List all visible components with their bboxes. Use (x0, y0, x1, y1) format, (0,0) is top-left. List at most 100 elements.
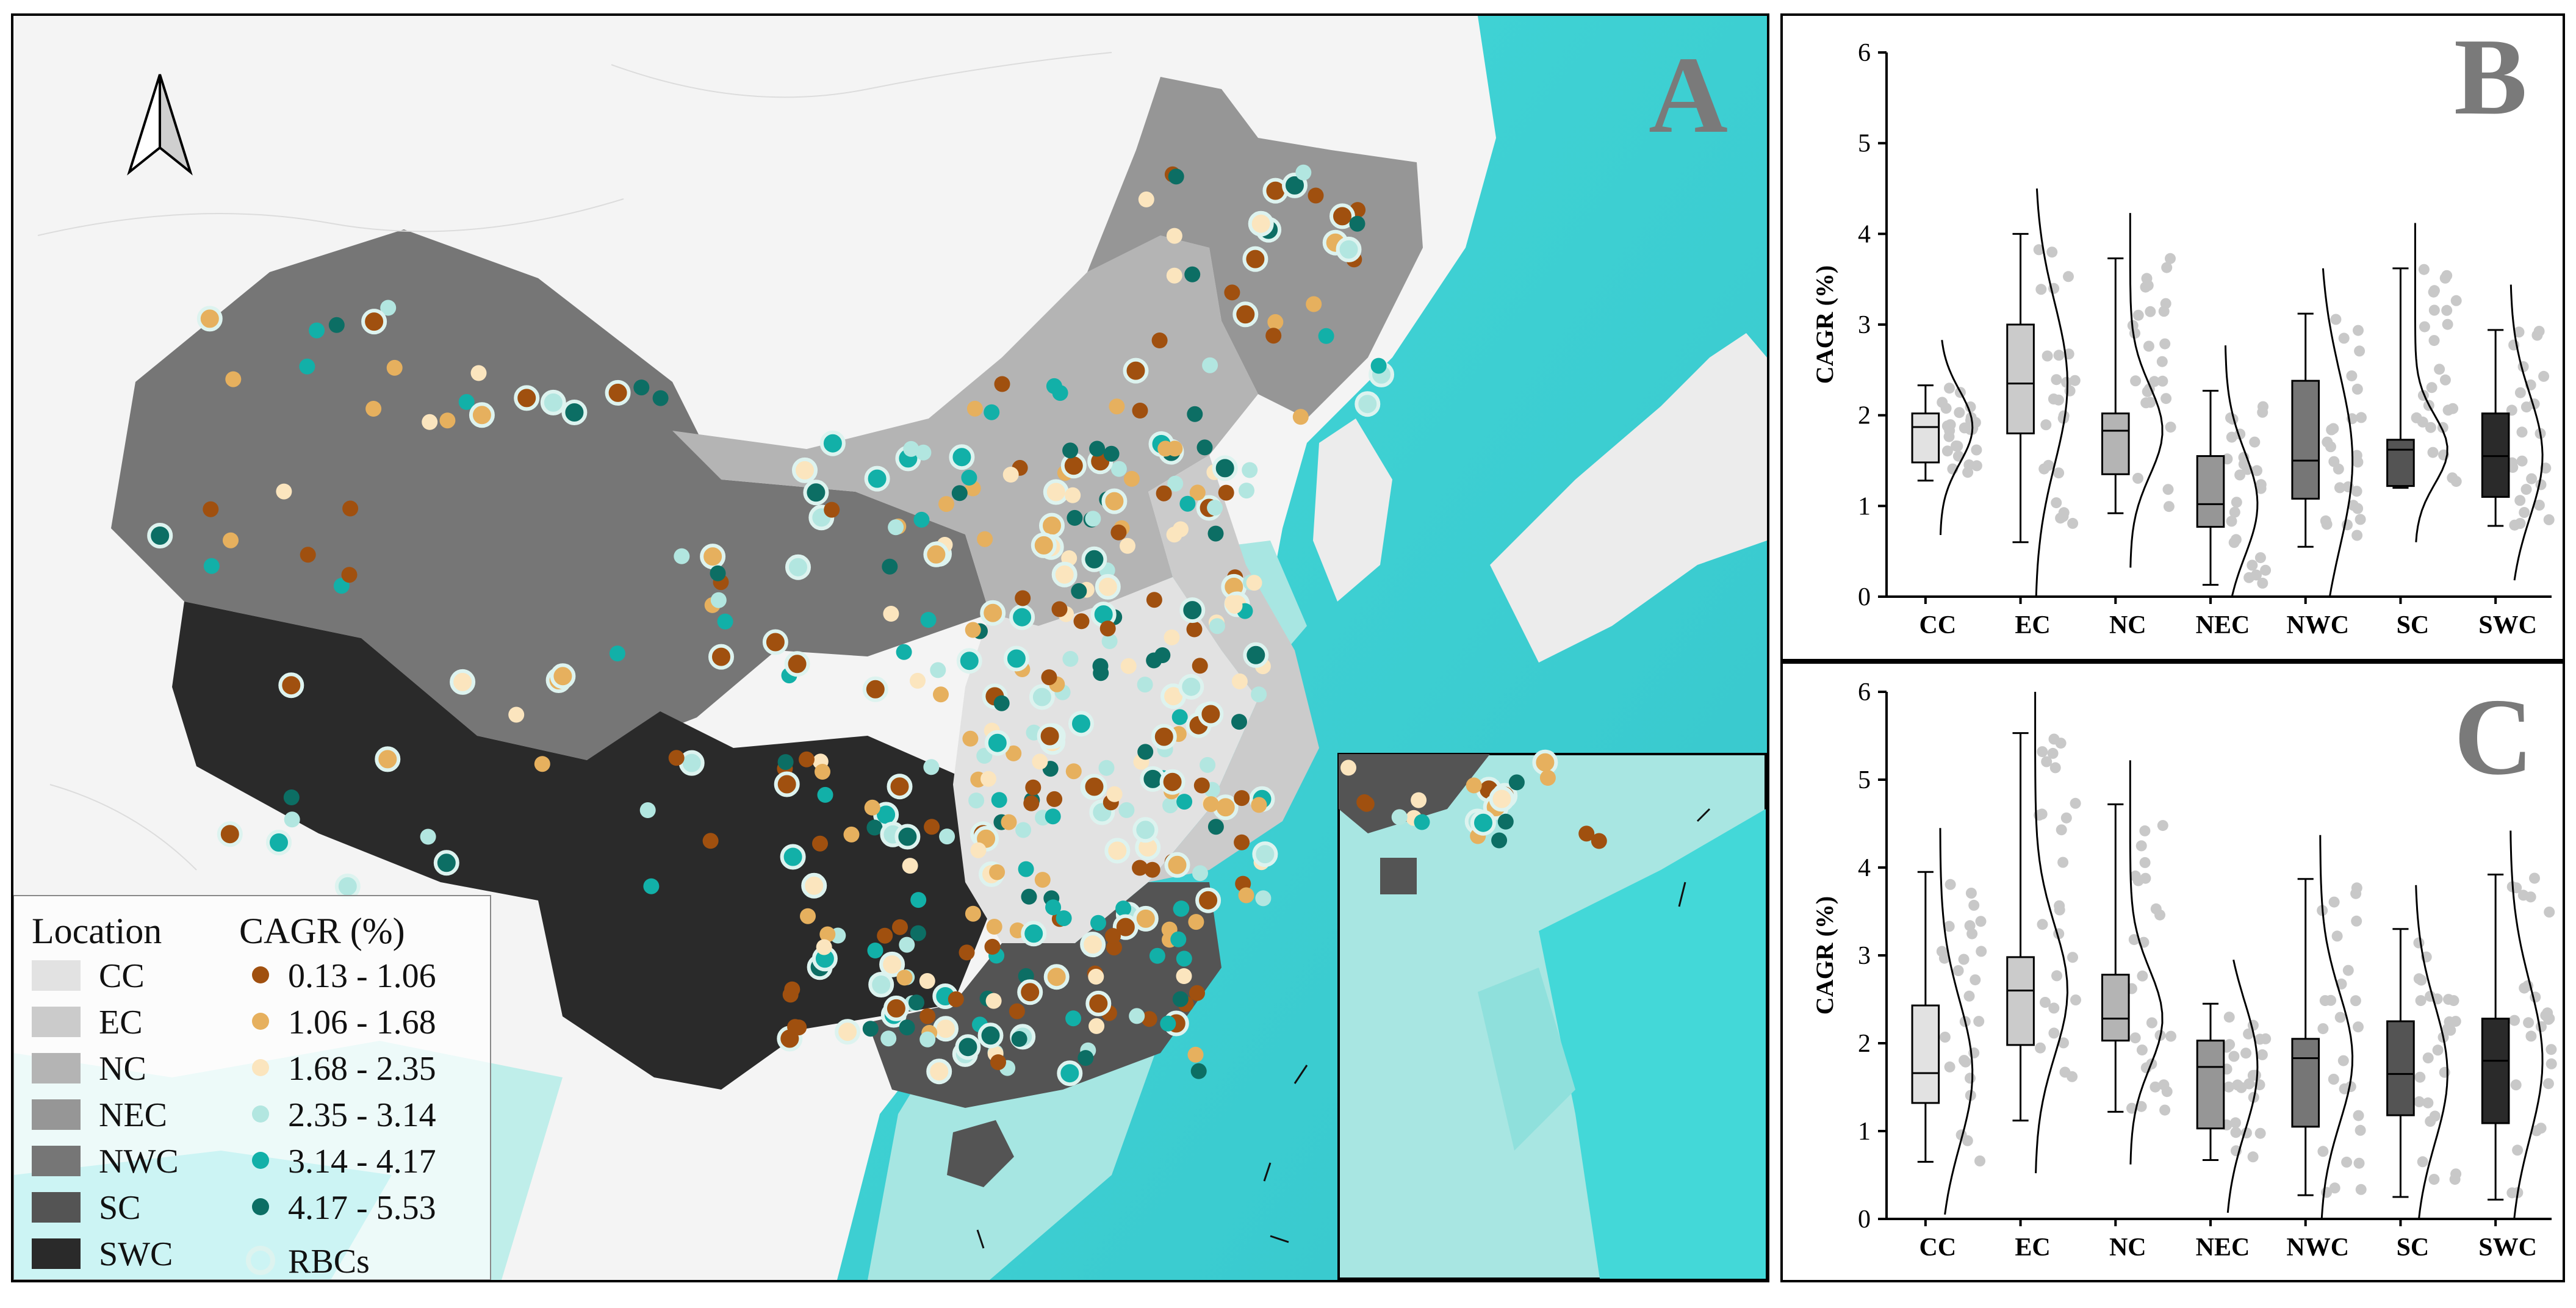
data-point (2428, 304, 2440, 316)
data-point (1945, 879, 1956, 890)
y-tick-label: 5 (1858, 130, 1871, 158)
data-point (2046, 246, 2058, 258)
city-point (1176, 794, 1193, 810)
data-point (2159, 1104, 2171, 1116)
legend-region-label: NWC (99, 1143, 179, 1180)
data-point (2426, 382, 2437, 393)
city-point (1032, 753, 1048, 770)
city-point (1154, 647, 1171, 663)
data-point (2432, 1044, 2444, 1056)
data-point (2047, 747, 2059, 759)
city-point (1067, 509, 1083, 526)
city-point (1051, 601, 1068, 617)
data-point (2543, 514, 2555, 525)
data-point (2161, 1086, 2173, 1098)
city-point (968, 792, 985, 809)
y-tick-label: 2 (1858, 402, 1871, 430)
city-point (540, 389, 566, 415)
city-point (458, 393, 475, 410)
city-point (147, 523, 173, 548)
city-point (792, 457, 818, 483)
data-point (2067, 1071, 2078, 1082)
city-point (880, 1030, 897, 1047)
data-point (1970, 974, 1981, 986)
data-point (2051, 970, 2062, 982)
boxplot-panel-c: C 0 1 2 3 4 5 6 CAGR (%) CC EC NC NEC NWC SC SWC (1780, 661, 2565, 1282)
city-point (1051, 561, 1078, 588)
city-point (803, 480, 829, 506)
data-point (2145, 306, 2156, 317)
city-point (1355, 391, 1381, 417)
city-point (433, 850, 459, 876)
city-point (1095, 573, 1121, 600)
x-tick-label: NC (2109, 611, 2146, 639)
city-point (1195, 887, 1221, 913)
city-point (561, 400, 588, 425)
city-point (899, 1019, 915, 1036)
city-point (896, 969, 913, 986)
city-point (1002, 467, 1019, 483)
data-point (2535, 479, 2547, 490)
data-point (2544, 907, 2555, 918)
box-iqr (2386, 439, 2415, 487)
city-point (1166, 228, 1182, 244)
data-point (1951, 440, 1962, 451)
data-point (2135, 840, 2147, 852)
city-point (961, 469, 977, 486)
box-iqr (2101, 412, 2130, 475)
city-point (994, 376, 1010, 392)
panel-letter-b: B (2454, 16, 2527, 137)
city-point (843, 826, 860, 843)
data-point (2240, 1047, 2251, 1059)
data-point (2232, 1079, 2243, 1091)
city-point (1021, 888, 1037, 905)
city-point (365, 401, 382, 417)
density-curve (2226, 959, 2259, 1213)
legend-location-title: Location (32, 911, 162, 951)
city-point (1104, 838, 1131, 864)
city-point (1491, 832, 1508, 849)
city-point (1106, 940, 1122, 956)
data-point (2447, 403, 2459, 414)
city-point (1497, 813, 1514, 830)
city-point (1120, 537, 1135, 554)
city-point (1046, 378, 1062, 394)
data-point (2417, 1156, 2428, 1168)
city-point (1187, 1046, 1204, 1063)
data-point (2058, 1037, 2069, 1049)
city-point (1234, 834, 1250, 850)
legend-rbc-label: RBCs (288, 1243, 370, 1280)
box-iqr (2291, 379, 2320, 500)
city-point (1009, 604, 1035, 630)
density-curve (2509, 284, 2544, 581)
city-point (1295, 164, 1312, 181)
data-point (2415, 995, 2427, 1007)
city-point (866, 819, 883, 836)
data-point (2257, 406, 2268, 418)
city-point (1200, 756, 1216, 773)
legend-class-symbol (252, 966, 269, 983)
x-tick-label: EC (2015, 1234, 2050, 1262)
region-ec (1148, 455, 1319, 882)
data-point (1944, 425, 1955, 436)
data-point (2069, 375, 2081, 386)
city-point (439, 412, 456, 429)
city-point (609, 645, 625, 662)
x-tick-label: CC (1919, 1234, 1957, 1262)
city-point (1068, 711, 1094, 737)
data-point (2140, 872, 2151, 884)
japan-landmass (1490, 333, 1767, 663)
data-point (1965, 888, 1977, 899)
city-point (1041, 669, 1057, 686)
city-point (1292, 409, 1309, 425)
city-point (777, 754, 794, 771)
data-point (2351, 383, 2363, 395)
city-point (919, 973, 935, 989)
data-point (2353, 325, 2364, 336)
city-point (299, 358, 315, 375)
city-point (1306, 296, 1322, 312)
legend-rbc-symbol (246, 1246, 275, 1275)
city-point (1062, 651, 1079, 667)
density-curve (2319, 835, 2354, 1220)
legend-class-label: 4.17 - 5.53 (288, 1189, 436, 1227)
